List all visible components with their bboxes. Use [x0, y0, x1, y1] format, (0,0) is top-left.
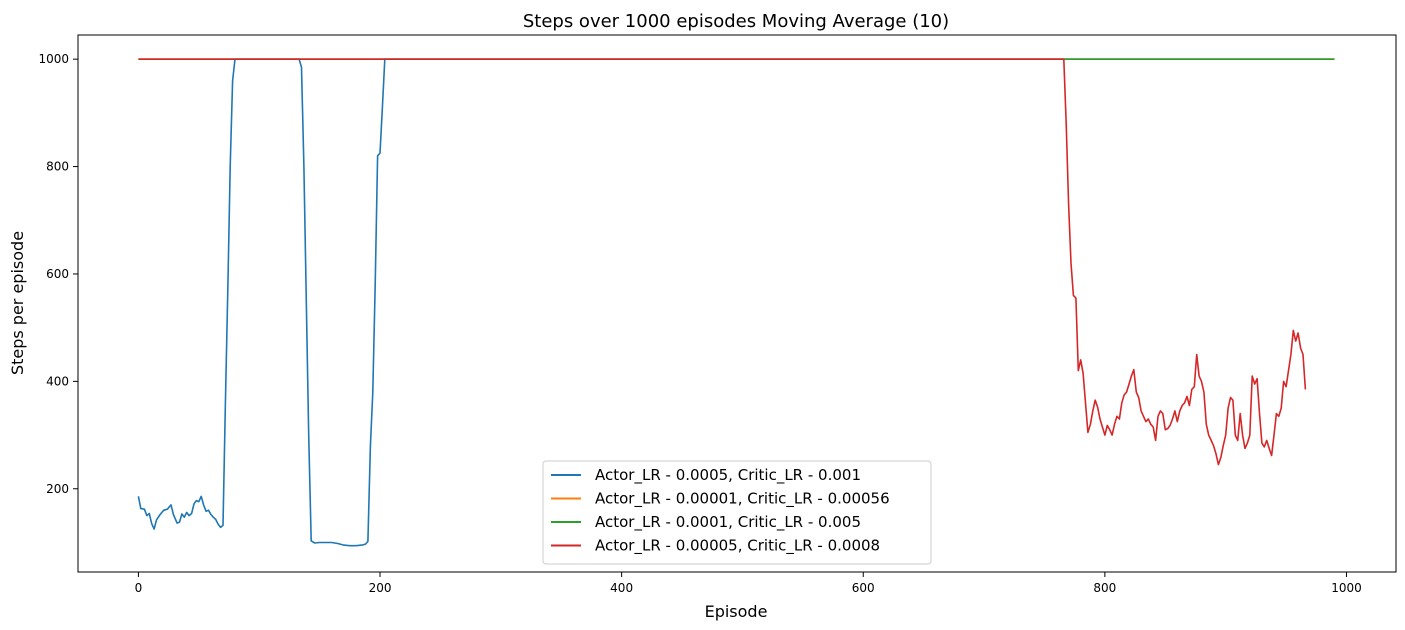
x-tick-label: 1000	[1331, 581, 1362, 595]
plot-frame	[77, 34, 1397, 573]
y-tick-label: 400	[46, 374, 69, 388]
y-axis-ticks: 200 400 600 800 1000	[38, 52, 78, 496]
x-tick-label: 400	[610, 581, 633, 595]
x-axis-label: Episode	[705, 602, 768, 621]
legend: Actor_LR - 0.0005, Critic_LR - 0.001 Acto…	[542, 460, 932, 565]
legend-label: Actor_LR - 0.00001, Critic_LR - 0.00056	[595, 490, 890, 509]
series-layer	[137, 58, 1335, 547]
legend-box	[542, 460, 932, 565]
x-tick-label: 0	[135, 581, 143, 595]
y-tick-label: 200	[46, 482, 69, 496]
x-tick-label: 800	[1093, 581, 1116, 595]
legend-label: Actor_LR - 0.0001, Critic_LR - 0.005	[595, 513, 861, 532]
x-tick-label: 600	[852, 581, 875, 595]
y-axis-label: Steps per episode	[8, 231, 27, 375]
legend-label: Actor_LR - 0.00005, Critic_LR - 0.0008	[595, 537, 880, 556]
chart-title: Steps over 1000 episodes Moving Average …	[523, 11, 949, 32]
y-tick-label: 600	[46, 267, 69, 281]
y-tick-label: 800	[46, 160, 69, 174]
series-line-4	[138, 58, 1307, 466]
series-line-1	[137, 58, 1335, 547]
legend-label: Actor_LR - 0.0005, Critic_LR - 0.001	[595, 466, 861, 485]
x-axis-ticks: 0 200 400 600 800 1000	[135, 572, 1362, 595]
y-tick-label: 1000	[38, 52, 69, 66]
x-tick-label: 200	[369, 581, 392, 595]
